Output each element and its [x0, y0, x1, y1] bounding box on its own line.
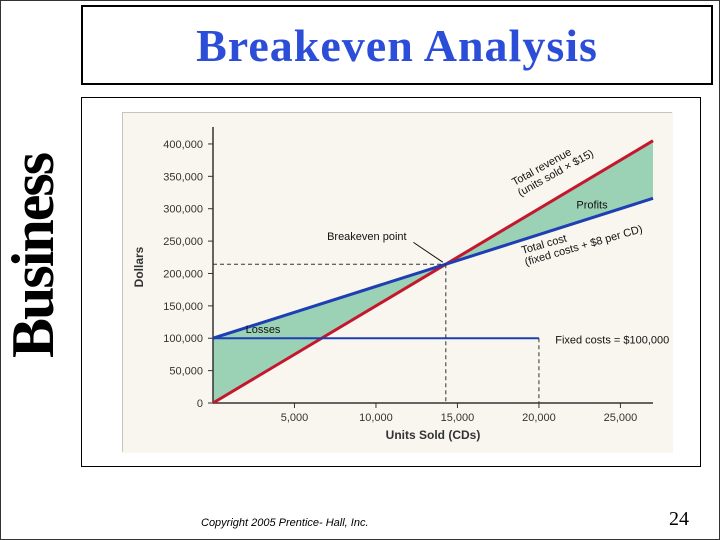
- y-tick-label: 150,000: [163, 301, 203, 313]
- page-number: 24: [669, 508, 689, 531]
- y-axis-label: Dollars: [132, 246, 146, 287]
- x-tick-label: 5,000: [281, 412, 309, 424]
- x-tick-label: 25,000: [604, 412, 638, 424]
- x-tick-label: 20,000: [522, 412, 556, 424]
- breakeven-label: Breakeven point: [327, 231, 407, 243]
- x-tick-label: 15,000: [441, 412, 475, 424]
- losses-label: Losses: [246, 324, 281, 336]
- y-tick-label: 0: [197, 398, 203, 410]
- y-tick-label: 200,000: [163, 268, 203, 280]
- y-tick-label: 250,000: [163, 236, 203, 248]
- title-box: Breakeven Analysis: [81, 5, 713, 85]
- y-tick-label: 50,000: [169, 366, 203, 378]
- fixed-costs-label: Fixed costs = $100,000: [555, 334, 669, 346]
- y-tick-label: 100,000: [163, 333, 203, 345]
- slide: Breakeven Analysis Business 050,000100,0…: [0, 0, 720, 540]
- y-tick-label: 350,000: [163, 171, 203, 183]
- x-tick-label: 10,000: [359, 412, 393, 424]
- chart-panel: 0 50,000 100,000 150,000 200,000 250,000 300,0…: [122, 112, 672, 452]
- breakeven-chart: 0 50,000 100,000 150,000 200,000 250,000 300,0…: [123, 113, 673, 453]
- y-tick-label: 300,000: [163, 204, 203, 216]
- x-axis-label: Units Sold (CDs): [386, 428, 481, 442]
- copyright-text: Copyright 2005 Prentice- Hall, Inc.: [201, 517, 369, 529]
- profits-label: Profits: [576, 200, 608, 212]
- slide-title: Breakeven Analysis: [196, 19, 598, 72]
- chart-container: 0 50,000 100,000 150,000 200,000 250,000 300,0…: [81, 97, 701, 467]
- y-tick-label: 400,000: [163, 139, 203, 151]
